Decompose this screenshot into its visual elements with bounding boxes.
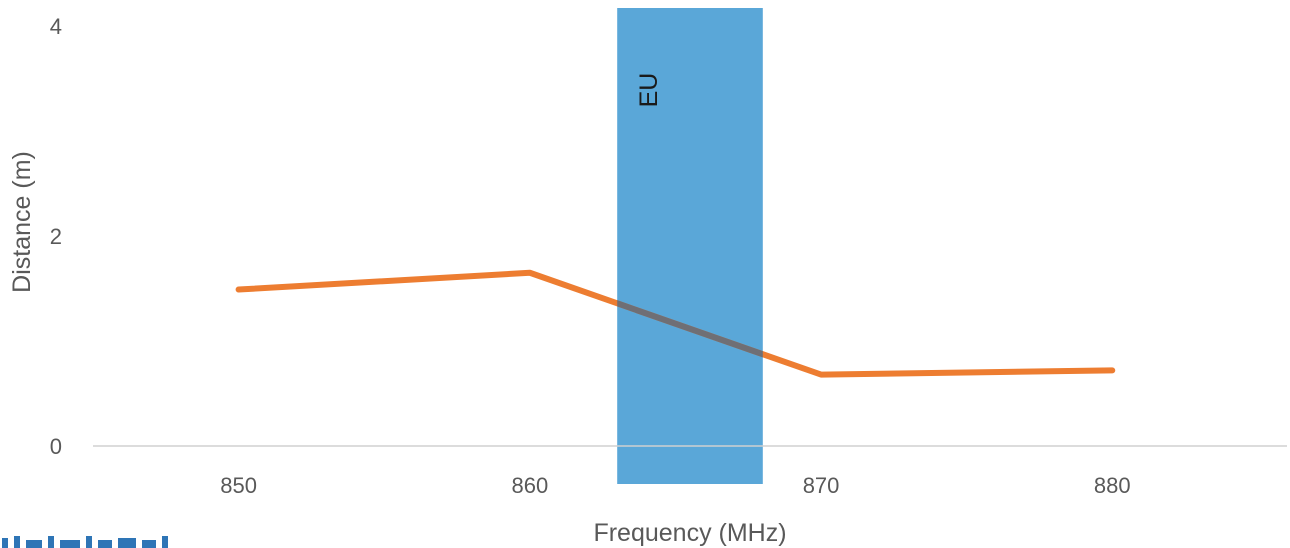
y-tick-label: 0 xyxy=(50,434,62,459)
x-tick-label: 880 xyxy=(1094,473,1131,498)
x-tick-label: 850 xyxy=(220,473,257,498)
x-axis-title: Frequency (MHz) xyxy=(593,519,786,547)
data-point xyxy=(1111,369,1113,371)
band-label: EU xyxy=(635,73,663,108)
data-point xyxy=(820,374,822,376)
eu-band xyxy=(617,8,763,484)
series-line-in-band xyxy=(617,300,763,358)
data-point xyxy=(238,289,240,291)
x-tick-label: 860 xyxy=(511,473,548,498)
x-tick-label: 870 xyxy=(803,473,840,498)
y-axis-title: Distance (m) xyxy=(8,151,36,293)
data-point xyxy=(529,272,531,274)
y-tick-label: 4 xyxy=(50,14,62,39)
y-tick-label: 2 xyxy=(50,224,62,249)
cropped-heading-fragment xyxy=(0,518,240,548)
